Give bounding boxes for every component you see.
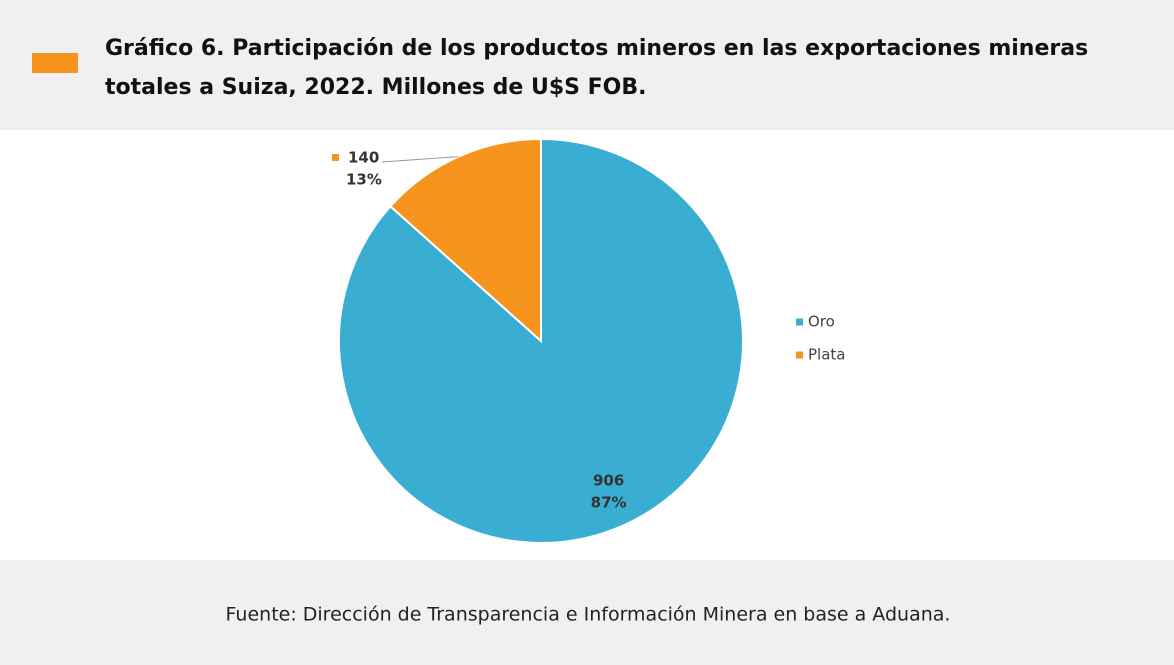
data-label: 140 bbox=[348, 149, 379, 167]
chart-title: Gráfico 6. Participación de los producto… bbox=[105, 36, 1088, 61]
label-key bbox=[332, 154, 339, 161]
data-label: 87% bbox=[591, 494, 627, 512]
footer-band bbox=[0, 560, 1174, 665]
header-band bbox=[0, 0, 1174, 130]
legend-swatch bbox=[796, 318, 803, 326]
pie-slice bbox=[389, 137, 542, 344]
leader-line bbox=[381, 156, 459, 163]
legend-label: Oro bbox=[808, 313, 835, 331]
source-note: Fuente: Dirección de Transparencia e Inf… bbox=[226, 604, 951, 626]
data-label: 13% bbox=[346, 171, 382, 189]
data-label: 906 bbox=[593, 472, 624, 490]
title-icon bbox=[32, 53, 78, 73]
chart-title: totales a Suiza, 2022. Millones de U$S F… bbox=[105, 75, 647, 100]
legend-label: Plata bbox=[808, 346, 845, 364]
legend-swatch bbox=[796, 351, 803, 359]
